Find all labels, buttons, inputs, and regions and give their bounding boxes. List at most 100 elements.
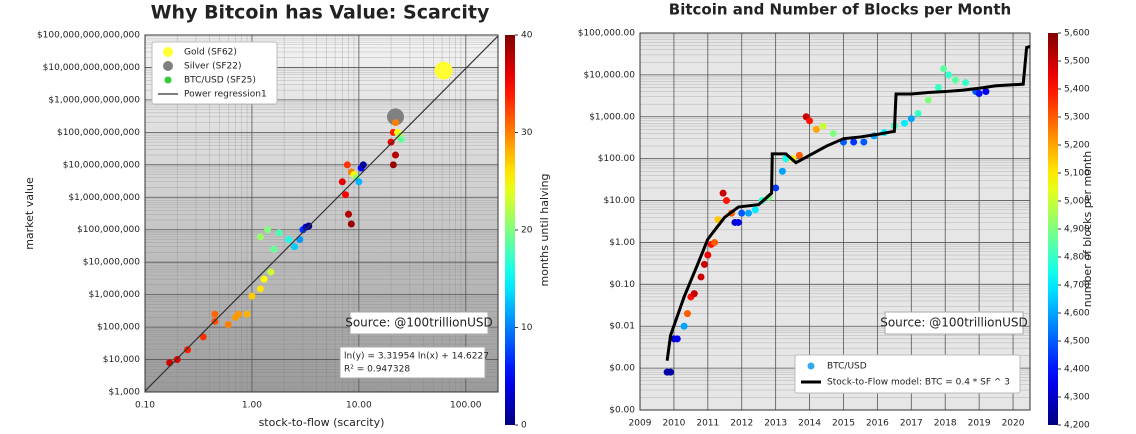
- legend-symbol: [163, 47, 173, 57]
- y-tick-label: $100,000,000: [77, 225, 140, 235]
- data-point: [359, 161, 367, 169]
- data-point: [290, 243, 298, 251]
- y-axis-label: market value: [23, 177, 36, 250]
- legend-label: Power regression1: [184, 90, 267, 100]
- data-point: [267, 268, 275, 276]
- data-point: [338, 178, 346, 186]
- data-point: [951, 76, 959, 84]
- data-point: [345, 210, 353, 218]
- data-point: [982, 88, 990, 96]
- y-tick-label: $100.00: [598, 154, 635, 164]
- x-tick-label: 2014: [798, 419, 821, 429]
- legend-symbol: [163, 61, 173, 71]
- data-point: [342, 191, 350, 199]
- x-axis-label: stock-to-flow (scarcity): [259, 416, 385, 429]
- colorbar-tick-label: 4,200: [1064, 421, 1090, 431]
- data-point: [243, 310, 251, 318]
- x-tick-label: 1.00: [242, 401, 262, 411]
- data-point: [397, 136, 405, 144]
- x-tick-label: 2020: [1002, 419, 1025, 429]
- y-tick-label: $100,000: [97, 323, 140, 333]
- chart-panel: Bitcoin and Number of Blocks per Month $0…: [578, 1, 1094, 431]
- data-point: [355, 178, 363, 186]
- y-tick-label: $10.00: [604, 196, 636, 206]
- colorbar: [1048, 33, 1058, 425]
- data-point: [945, 71, 953, 79]
- x-tick-label: 2016: [866, 419, 889, 429]
- colorbar-tick-label: 30: [521, 128, 533, 138]
- x-tick-label: 2017: [900, 419, 923, 429]
- data-point: [934, 83, 942, 91]
- data-point: [224, 321, 232, 329]
- data-point: [806, 117, 814, 125]
- x-tick-label: 10.00: [346, 401, 372, 411]
- colorbar-tick-label: 4,300: [1064, 393, 1090, 403]
- data-point: [683, 310, 691, 318]
- x-tick-label: 2018: [934, 419, 957, 429]
- y-tick-label: $1,000,000: [88, 290, 140, 300]
- colorbar-tick-label: 4,600: [1064, 309, 1090, 319]
- data-point: [347, 220, 355, 228]
- colorbar-tick-label: 4,900: [1064, 225, 1090, 235]
- data-point: [795, 151, 803, 159]
- data-point: [697, 273, 705, 281]
- x-tick-label: 0.10: [135, 401, 155, 411]
- annotation: Source: @100trillionUSD: [345, 316, 493, 330]
- colorbar-tick-label: 40: [521, 31, 533, 41]
- data-point: [924, 96, 932, 104]
- annotation-box: [884, 311, 1024, 335]
- plot-frame: [144, 34, 499, 393]
- data-point: [260, 275, 268, 283]
- colorbar-label: number of blocks per month: [1081, 151, 1094, 307]
- colorbar-tick-label: 4,700: [1064, 281, 1090, 291]
- data-point: [434, 61, 453, 80]
- y-tick-label: $100,000,000,000,000: [37, 31, 140, 41]
- colorbar-tick-label: 5,000: [1064, 197, 1090, 207]
- data-point: [275, 229, 283, 237]
- colorbar-tick-label: 5,100: [1064, 169, 1090, 179]
- chart-panel: Why Bitcoin has Value: Scarcity $1,000 $10…: [23, 2, 551, 431]
- data-point: [734, 218, 742, 226]
- x-tick-label: 100.00: [450, 401, 482, 411]
- data-point: [391, 119, 399, 127]
- colorbar-tick-label: 4,500: [1064, 337, 1090, 347]
- y-tick-label: $10,000: [103, 355, 140, 365]
- colorbar-tick-label: 0: [521, 421, 527, 431]
- y-tick-label: $1,000.00: [589, 112, 635, 122]
- data-point: [751, 206, 759, 214]
- data-point: [256, 285, 264, 293]
- data-point: [248, 292, 256, 300]
- data-point: [184, 346, 192, 354]
- data-point: [667, 368, 675, 376]
- data-point: [738, 209, 746, 217]
- data-point: [975, 89, 983, 97]
- x-tick-label: 2009: [629, 419, 652, 429]
- data-point: [387, 138, 395, 146]
- data-point: [690, 290, 698, 298]
- data-point: [673, 335, 681, 343]
- plot-background: [640, 33, 1030, 410]
- model-line: [665, 45, 1030, 361]
- colorbar-tick-label: 5,200: [1064, 141, 1090, 151]
- data-point: [907, 115, 915, 123]
- colorbar-tick-label: 10: [521, 323, 533, 333]
- y-tick-label: $1,000,000,000: [68, 193, 140, 203]
- colorbar-tick-label: 5,500: [1064, 57, 1090, 67]
- data-point: [386, 108, 404, 126]
- y-tick-label: $10,000,000,000,000: [43, 63, 141, 73]
- data-point: [680, 322, 688, 330]
- data-point: [719, 189, 727, 197]
- data-point: [860, 138, 868, 146]
- y-tick-label: $0.01: [609, 322, 635, 332]
- colorbar-label: months until halving: [538, 173, 551, 286]
- data-point: [962, 79, 970, 87]
- chart-title: Bitcoin and Number of Blocks per Month: [669, 1, 1011, 19]
- data-point: [711, 238, 719, 246]
- data-point: [914, 109, 922, 117]
- colorbar-tick-label: 4,400: [1064, 365, 1090, 375]
- colorbar-tick-label: 4,800: [1064, 253, 1090, 263]
- legend-label: BTC/USD: [827, 362, 867, 372]
- data-point: [940, 65, 948, 73]
- data-point: [264, 226, 272, 234]
